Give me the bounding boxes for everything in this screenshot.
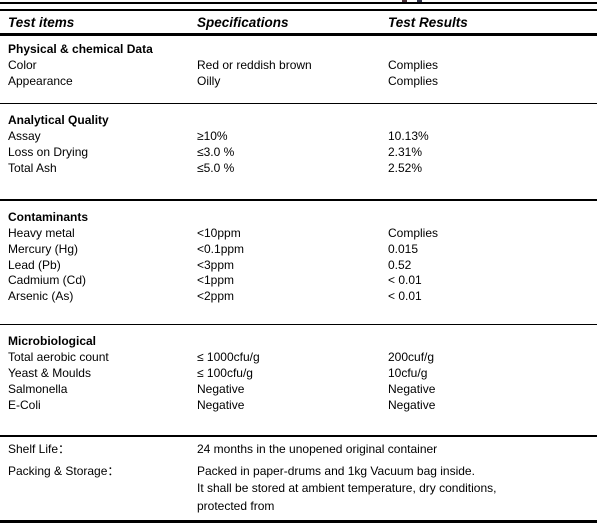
result-cell: 10cfu/g [388,366,428,381]
packing-storage-value: Packed in paper-drums and 1kg Vacuum bag… [197,463,608,516]
spec-cell: <3ppm [197,257,235,272]
test-item-cell: Total Ash [8,160,57,175]
spec-cell: ≤3.0 % [197,144,235,159]
test-item-cell: Heavy metal [8,225,75,240]
spec-cell: ≤5.0 % [197,160,235,175]
test-item-cell: Lead (Pb) [8,257,61,272]
spec-cell: <10ppm [197,225,241,240]
top-rule-1 [0,2,597,4]
table-row: Total Ash ≤5.0 % 2.52% [0,161,608,177]
section-title: Physical & chemical Data [8,42,153,56]
table-row: Arsenic (As) <2ppm < 0.01 [0,289,608,305]
spec-cell: ≤ 100cfu/g [197,366,253,381]
table-row: Loss on Drying ≤3.0 % 2.31% [0,145,608,161]
result-cell: 200cuf/g [388,350,435,365]
section-title: Contaminants [8,209,89,224]
result-cell: < 0.01 [388,289,422,304]
test-item-cell: Salmonella [8,382,68,397]
spec-cell: Oilly [197,73,221,88]
spec-cell: <0.1ppm [197,241,245,256]
table-row: Appearance Oilly Complies [0,74,608,90]
table-row: Yeast & Moulds ≤ 100cfu/g 10cfu/g [0,366,608,382]
spec-cell: ≤ 1000cfu/g [197,350,260,365]
test-item-cell: Assay [8,129,41,144]
result-cell: Complies [388,225,439,240]
top-rule-2 [0,8,597,11]
packing-storage-value-line: protected from [197,498,275,513]
test-item-cell: Cadmium (Cd) [8,273,87,288]
result-cell: 0.52 [388,257,412,272]
result-cell: Complies [388,58,439,72]
table-row: Mercury (Hg) <0.1ppm 0.015 [0,242,608,258]
section-divider [0,102,597,105]
section-divider [0,323,597,326]
table-row: Heavy metal <10ppm Complies [0,226,608,242]
shelf-life-row: Shelf Life： 24 months in the unopened or… [0,441,608,457]
table-row: Color Red or reddish brown Complies [0,58,608,74]
spec-cell: <2ppm [197,289,235,304]
result-cell: 2.31% [388,144,423,159]
section-analytical-quality: Analytical Quality Assay ≥10% 10.13% Los… [0,113,608,199]
spec-cell: ≥10% [197,129,228,144]
clipped-glyph-mark [402,0,407,2]
table-header-row: Test items Specifications Test Results [0,11,608,34]
section-title: Microbiological [8,334,97,349]
section-physical-chemical: Physical & chemical Data Color Red or re… [0,42,608,103]
table-row: E-Coli Negative Negative [0,398,608,414]
shelf-life-value: 24 months in the unopened original conta… [197,441,438,456]
header-rule [0,33,597,36]
result-cell: 0.015 [388,241,419,256]
spec-cell: Negative [197,382,245,397]
test-item-cell: Appearance [8,73,73,88]
packing-storage-value-line: Packed in paper-drums and 1kg Vacuum bag… [197,463,475,478]
test-item-cell: Color [8,58,37,72]
result-cell: < 0.01 [388,273,422,288]
test-item-cell: Arsenic (As) [8,289,74,304]
result-cell: Negative [388,397,436,412]
packing-storage-value-line: It shall be stored at ambient temperatur… [197,481,497,496]
test-item-cell: Loss on Drying [8,144,89,159]
result-cell: 2.52% [388,160,423,175]
clipped-glyph-mark [417,0,422,2]
spec-cell: Red or reddish brown [197,58,312,72]
test-item-cell: Mercury (Hg) [8,241,79,256]
column-header-test-results: Test Results [388,15,468,30]
clipped-text-fragment [402,0,422,3]
table-row: Total aerobic count ≤ 1000cfu/g 200cuf/g [0,350,608,366]
spec-cell: <1ppm [197,273,235,288]
footer-rule [0,434,597,437]
table-row: Lead (Pb) <3ppm 0.52 [0,258,608,274]
result-cell: 10.13% [388,129,429,144]
test-item-cell: E-Coli [8,397,41,412]
result-cell: Negative [388,382,436,397]
test-item-cell: Total aerobic count [8,350,109,365]
test-item-cell: Yeast & Moulds [8,366,91,381]
section-microbiological: Microbiological Total aerobic count ≤ 10… [0,334,608,434]
column-header-test-items: Test items [8,15,75,30]
section-contaminants: Contaminants Heavy metal <10ppm Complies… [0,210,608,324]
table-row: Cadmium (Cd) <1ppm < 0.01 [0,273,608,289]
spec-cell: Negative [197,397,245,412]
bottom-rule [0,520,597,524]
table-row: Salmonella Negative Negative [0,382,608,398]
column-header-specifications: Specifications [197,15,289,30]
shelf-life-label: Shelf Life： [8,441,71,456]
result-cell: Complies [388,73,439,88]
packing-storage-label: Packing & Storage： [8,463,120,478]
packing-storage-row: Packing & Storage： Packed in paper-drums… [0,463,608,516]
section-title: Analytical Quality [8,113,109,128]
section-divider [0,199,597,201]
table-row: Assay ≥10% 10.13% [0,129,608,145]
footer-block: Shelf Life： 24 months in the unopened or… [0,437,608,521]
